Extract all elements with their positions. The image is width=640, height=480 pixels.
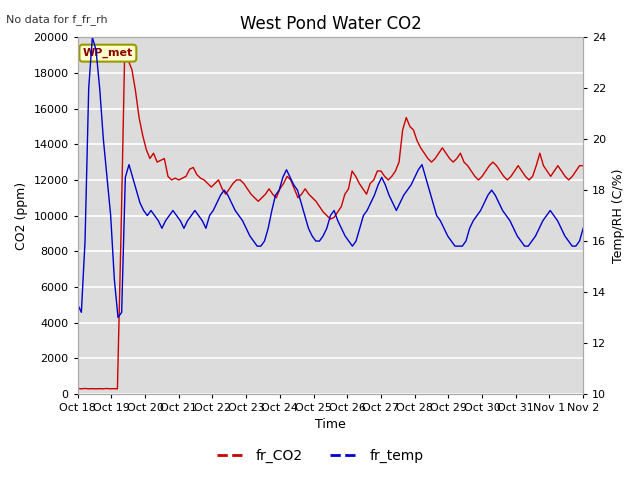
X-axis label: Time: Time	[315, 419, 346, 432]
Y-axis label: CO2 (ppm): CO2 (ppm)	[15, 181, 28, 250]
Title: West Pond Water CO2: West Pond Water CO2	[239, 15, 421, 33]
Text: No data for f_fr_rh: No data for f_fr_rh	[6, 14, 108, 25]
Y-axis label: Temp/RH (C/%): Temp/RH (C/%)	[612, 168, 625, 263]
Legend: fr_CO2, fr_temp: fr_CO2, fr_temp	[211, 443, 429, 468]
Text: WP_met: WP_met	[83, 48, 133, 58]
